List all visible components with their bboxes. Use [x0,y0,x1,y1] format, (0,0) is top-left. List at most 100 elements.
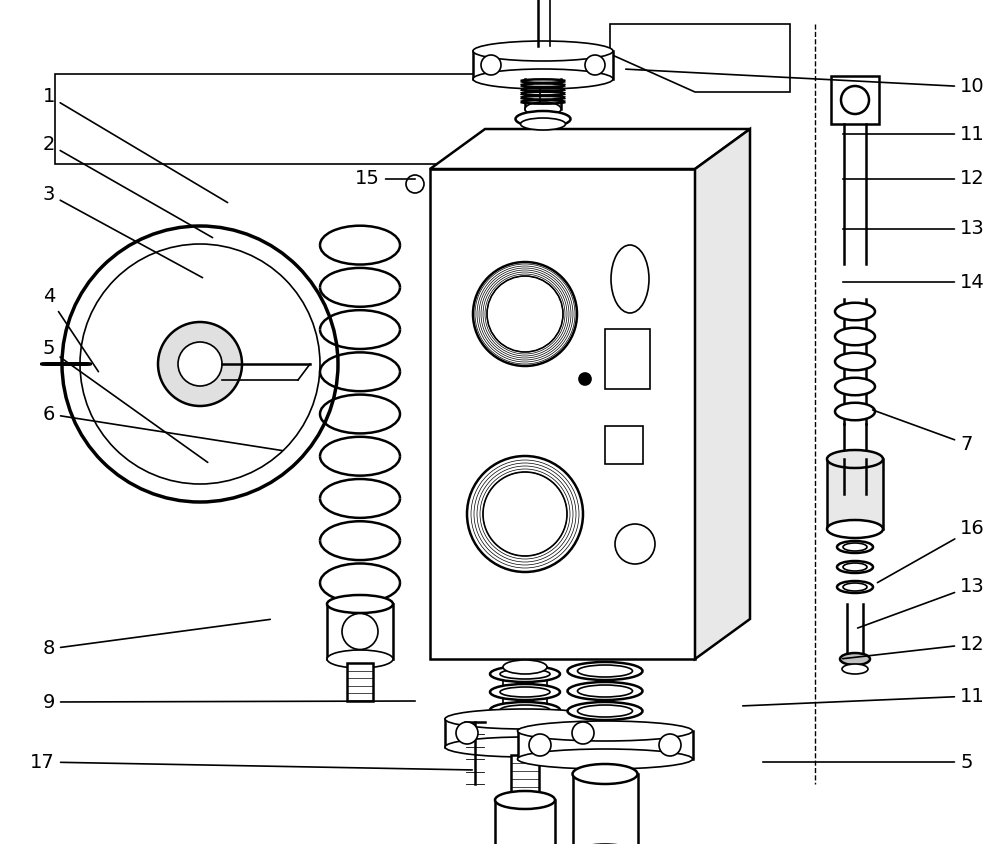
Circle shape [467,456,583,572]
Text: 1: 1 [43,86,228,203]
Text: 9: 9 [43,692,415,711]
Polygon shape [610,24,790,92]
Ellipse shape [327,595,393,613]
Text: 12: 12 [843,635,985,658]
Ellipse shape [837,541,873,553]
Circle shape [473,262,577,366]
Text: 16: 16 [877,520,985,582]
Ellipse shape [473,69,613,89]
Circle shape [342,614,378,650]
Bar [827,459,883,529]
Bar [503,667,547,719]
Ellipse shape [837,561,873,573]
Text: 13: 13 [858,576,985,628]
Text: 3: 3 [43,185,203,278]
Ellipse shape [525,102,561,116]
Circle shape [456,722,478,744]
Ellipse shape [568,662,642,680]
Text: 6: 6 [43,404,282,451]
Ellipse shape [568,702,642,720]
Text: 7: 7 [873,410,972,453]
Bar [327,604,393,659]
Circle shape [585,55,605,75]
Ellipse shape [500,705,550,715]
Circle shape [483,472,567,556]
Ellipse shape [445,709,605,729]
Ellipse shape [827,520,883,538]
Ellipse shape [578,705,633,717]
Circle shape [62,226,338,502]
Ellipse shape [835,378,875,395]
Ellipse shape [837,581,873,593]
Circle shape [615,524,655,564]
Ellipse shape [827,450,883,468]
Bar [347,663,373,701]
Ellipse shape [835,403,875,420]
Text: 8: 8 [43,619,270,658]
Ellipse shape [490,666,560,682]
Text: 11: 11 [743,686,985,706]
Circle shape [406,175,424,193]
Ellipse shape [490,702,560,718]
Ellipse shape [445,737,605,757]
Ellipse shape [843,583,867,591]
Circle shape [481,55,501,75]
Ellipse shape [327,650,393,668]
Polygon shape [55,74,540,164]
Circle shape [572,722,594,744]
Polygon shape [430,129,750,169]
Ellipse shape [516,111,570,127]
Ellipse shape [840,653,870,665]
Ellipse shape [835,327,875,345]
Ellipse shape [503,660,547,674]
Text: 11: 11 [843,125,985,143]
Bar [430,169,695,659]
Ellipse shape [495,791,555,809]
Ellipse shape [473,41,613,61]
Bar [445,719,605,747]
Circle shape [487,276,563,352]
Bar [831,76,879,124]
Bar [605,426,643,464]
Bar [511,755,539,795]
Text: 14: 14 [843,273,985,291]
Ellipse shape [572,764,638,784]
Ellipse shape [500,669,550,679]
Text: 17: 17 [30,753,472,771]
Ellipse shape [843,563,867,571]
Polygon shape [695,129,750,659]
Circle shape [659,734,681,756]
Circle shape [80,244,320,484]
Ellipse shape [568,682,642,700]
Bar [573,774,638,844]
Circle shape [158,322,242,406]
Ellipse shape [611,245,649,313]
Ellipse shape [490,684,560,700]
Ellipse shape [518,749,692,769]
Text: 13: 13 [843,219,985,239]
Text: 15: 15 [355,170,415,188]
Circle shape [529,734,551,756]
Ellipse shape [842,664,868,674]
Ellipse shape [520,118,566,130]
Circle shape [841,86,869,114]
Text: 10: 10 [626,69,985,96]
Text: 5: 5 [42,339,208,463]
Circle shape [579,373,591,385]
Bar [518,731,693,759]
Ellipse shape [578,685,633,697]
Ellipse shape [500,687,550,697]
Text: 5: 5 [763,753,972,771]
Ellipse shape [843,543,867,551]
Bar [495,800,555,844]
Text: 4: 4 [43,288,98,371]
Text: 2: 2 [43,134,213,238]
Ellipse shape [578,665,633,677]
Bar [605,329,650,389]
Ellipse shape [835,353,875,371]
Ellipse shape [835,303,875,320]
Bar [473,51,613,79]
Text: 12: 12 [843,170,985,188]
Ellipse shape [518,721,692,741]
Circle shape [178,342,222,386]
